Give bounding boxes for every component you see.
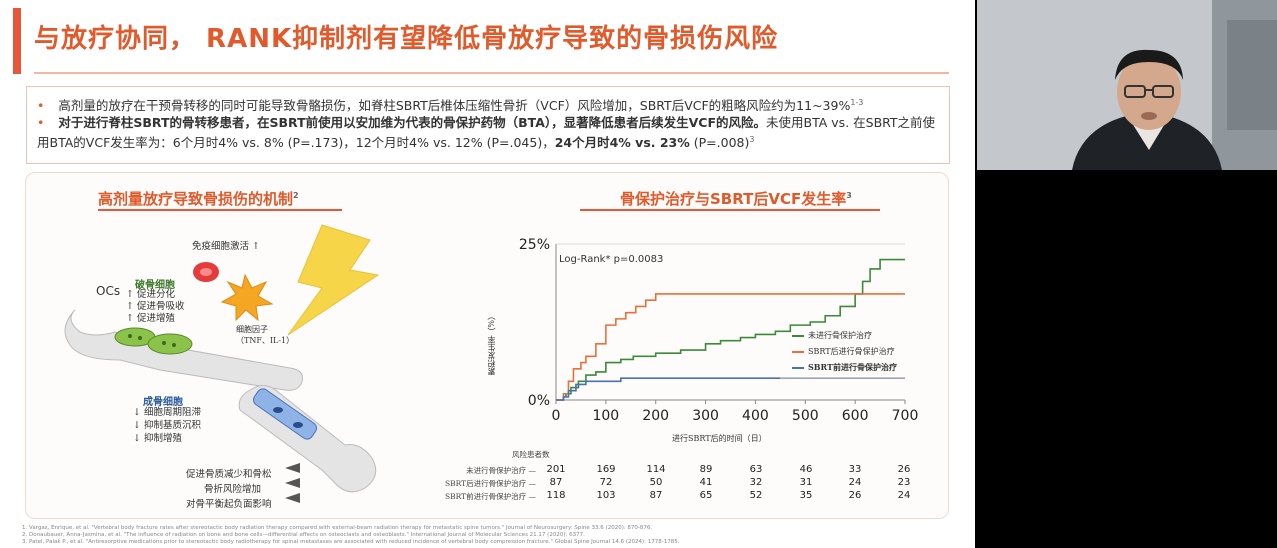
reference-3: 3. Patel, Palak P., et al. "Antiresorpti… (22, 539, 680, 545)
risk-value: 46 (799, 464, 813, 475)
risk-value: 52 (749, 490, 763, 501)
chart-title-rule (580, 209, 880, 211)
key-points-box: • 高剂量的放疗在干预骨转移的同时可能导致骨骼损伤，如脊柱SBRT后椎体压缩性骨折… (26, 86, 950, 164)
mechanism-title: 高剂量放疗导致骨损伤的机制2 (98, 190, 299, 208)
reference-2: 2. Donaubauer, Anna-Jasmina, et al. "The… (22, 532, 585, 538)
risk-value: 87 (649, 490, 663, 501)
risk-value: 89 (699, 464, 713, 475)
chart-title: 骨保护治疗与SBRT后VCF发生率3 (620, 190, 852, 208)
risk-value: 50 (649, 477, 663, 488)
risk-row-label: 未进行骨保护治疗 — (466, 466, 536, 475)
risk-value: 72 (599, 477, 613, 488)
radiation-lightning-icon (287, 224, 380, 336)
bullet-2-end: (P=.008) (689, 135, 750, 151)
risk-value: 23 (897, 477, 911, 488)
effect-2: 骨折风险增加 (204, 484, 262, 495)
risk-value: 114 (646, 464, 666, 475)
cytokine-label: 细胞因子 （TNF、IL-1） (236, 325, 295, 345)
risk-value: 103 (596, 490, 616, 501)
osteoclast-effects: ↑ 促进分化 ↑ 促进骨吸收 ↑ 促进增殖 (126, 289, 185, 324)
series-line-2 (556, 293, 905, 401)
risk-value: 41 (699, 477, 713, 488)
osteoblast-effects: ↓ 细胞周期阻滞 ↓ 抑制基质沉积 ↓ 抑制增殖 (133, 407, 201, 444)
risk-value: 24 (897, 490, 911, 501)
x-tick-label: 400 (742, 408, 769, 424)
y-axis-label: 累积发生率（%） (487, 312, 496, 376)
x-tick-label: 600 (842, 408, 869, 424)
bullet-2-bold-tail: 24个月时4% vs. 23% (554, 135, 690, 151)
x-tick-label: 300 (692, 408, 719, 424)
legend-item: SBRT前进行骨保护治疗 (792, 362, 897, 373)
risk-value: 24 (848, 477, 862, 488)
presenter-video-image (977, 0, 1277, 170)
legend-label: SBRT前进行骨保护治疗 (808, 362, 897, 372)
bullet-1-ref: 1-3 (850, 98, 864, 107)
x-axis-label: 进行SBRT后的时间（日） (672, 434, 767, 443)
legend-swatch (792, 367, 804, 369)
series-line-1 (556, 258, 905, 401)
references: 1. Vargas, Enrique, et al. "Vertebral bo… (22, 525, 962, 546)
legend-label: SBRT后进行骨保护治疗 (808, 347, 895, 356)
risk-value: 118 (546, 490, 566, 501)
osteoclast-title: 破骨细胞 (135, 280, 175, 291)
reference-1: 1. Vargas, Enrique, et al. "Vertebral bo… (22, 525, 653, 531)
legend-item: SBRT后进行骨保护治疗 (792, 346, 895, 357)
bone-mechanism-diagram (64, 224, 380, 503)
bullet-2-text: 未使用BTA vs. 在SBRT之前使用BTA的VCF发生率为：6个月时4% v… (37, 115, 936, 151)
risk-value: 31 (799, 477, 813, 488)
risk-value: 87 (549, 477, 563, 488)
legend-label: 未进行骨保护治疗 (808, 331, 872, 340)
risk-table-title: 风险患者数 (512, 450, 550, 459)
x-tick-label: 200 (642, 408, 669, 424)
left-arrow-icon (285, 478, 300, 488)
bullet-2-ref: 3 (749, 135, 755, 144)
title-accent-bar (13, 8, 21, 74)
risk-value: 63 (749, 464, 763, 475)
left-arrow-icon (285, 463, 300, 473)
x-tick-label: 700 (892, 408, 919, 424)
x-tick-label: 500 (792, 408, 819, 424)
risk-value: 169 (596, 464, 616, 475)
mechanism-title-rule (98, 209, 342, 211)
legend-swatch (792, 351, 804, 353)
y-tick-label: 25% (519, 237, 550, 253)
logrank-annotation: Log-Rank* p=0.0083 (559, 254, 664, 265)
risk-value: 26 (848, 490, 862, 501)
risk-value: 35 (799, 490, 813, 501)
y-tick-label: 0% (528, 393, 550, 409)
osteoclast-cell-icon (147, 333, 193, 355)
title-underline (34, 72, 949, 74)
osteoblast-title: 成骨细胞 (143, 397, 183, 408)
bullet-dot-icon: • (37, 98, 45, 114)
x-tick-label: 0 (552, 408, 561, 424)
series-line-3 (556, 377, 781, 401)
effect-3: 对骨平衡起负面影响 (186, 499, 272, 510)
risk-value: 33 (848, 464, 862, 475)
risk-value: 26 (897, 464, 911, 475)
effect-1: 促进骨质减少和骨松 (186, 469, 272, 480)
vcf-incidence-chart: 0 100 200 300 400 500 600 700 0% 25% (519, 237, 919, 424)
risk-row-label: SBRT后进行骨保护治疗 — (444, 479, 536, 488)
slide-title: 与放疗协同， RANK抑制剂有望降低骨放疗导致的骨损伤风险 (34, 24, 779, 54)
legend-item: 未进行骨保护治疗 (792, 330, 872, 341)
legend-swatch (792, 335, 804, 337)
risk-value: 32 (749, 477, 763, 488)
immune-activation-label: 免疫细胞激活 ↑ (192, 241, 261, 252)
risk-row-label: SBRT前进行骨保护治疗 — (444, 492, 536, 501)
bullet-point-1: • 高剂量的放疗在干预骨转移的同时可能导致骨骼损伤，如脊柱SBRT后椎体压缩性骨折… (37, 94, 942, 114)
bullet-point-2: • 对于进行脊柱SBRT的骨转移患者，在SBRT前使用以安加维为代表的骨保护药物（… (37, 114, 937, 151)
left-arrow-icon (285, 493, 300, 503)
presentation-slide: 与放疗协同， RANK抑制剂有望降低骨放疗导致的骨损伤风险 • 高剂量的放疗在干预… (0, 0, 975, 548)
risk-value: 65 (699, 490, 713, 501)
bullet-2-bold-lead: 对于进行脊柱SBRT的骨转移患者，在SBRT前使用以安加维为代表的骨保护药物（B… (58, 115, 767, 130)
risk-value: 201 (546, 464, 566, 475)
webcam-video-feed (977, 0, 1277, 170)
activated-cell-icon (220, 273, 274, 322)
x-tick-label: 100 (592, 408, 619, 424)
bullet-dot-icon: • (37, 115, 45, 130)
bullet-1-text: 高剂量的放疗在干预骨转移的同时可能导致骨骼损伤，如脊柱SBRT后椎体压缩性骨折（… (58, 98, 851, 114)
ocs-label: OCs (96, 284, 121, 298)
